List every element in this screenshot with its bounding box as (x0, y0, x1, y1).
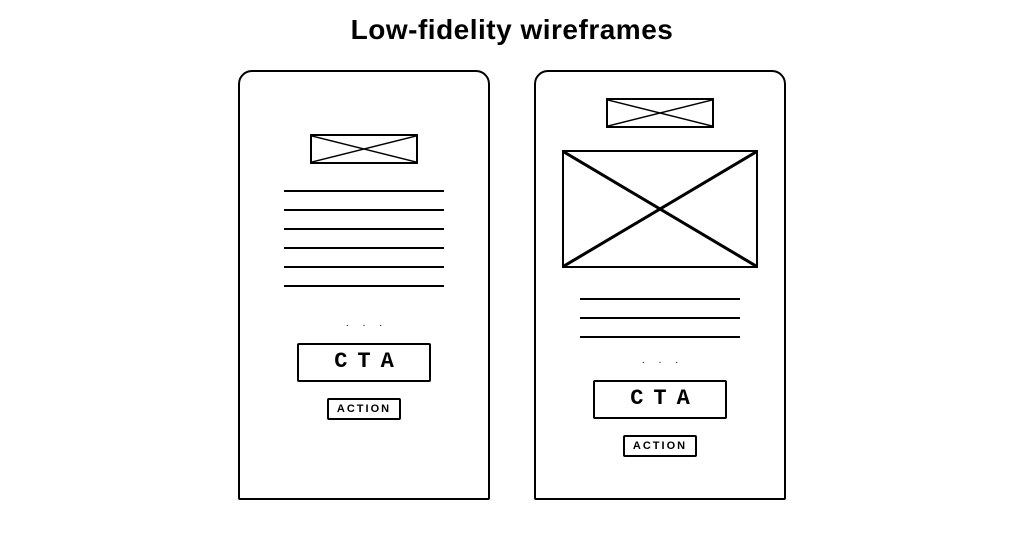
dot-icon: . (659, 356, 662, 366)
wireframe-frame-b: . . . CTA ACTION (534, 70, 786, 500)
text-lines-placeholder (580, 298, 740, 338)
hero-image-placeholder-icon (562, 150, 758, 268)
text-line (284, 228, 444, 230)
dot-icon: . (675, 356, 678, 366)
text-line (580, 298, 740, 300)
action-button[interactable]: ACTION (623, 435, 697, 457)
text-line (284, 285, 444, 287)
action-button[interactable]: ACTION (327, 398, 401, 420)
text-line (580, 336, 740, 338)
cta-button[interactable]: CTA (297, 343, 431, 382)
wireframe-frame-a: . . . CTA ACTION (238, 70, 490, 500)
dot-icon: . (346, 319, 349, 329)
dot-icon: . (363, 319, 366, 329)
ellipsis-dots: . . . (642, 356, 678, 366)
text-line (580, 317, 740, 319)
dot-icon: . (642, 356, 645, 366)
text-line (284, 190, 444, 192)
dot-icon: . (379, 319, 382, 329)
cta-button[interactable]: CTA (593, 380, 727, 419)
page-title: Low-fidelity wireframes (0, 0, 1024, 46)
wireframe-frames-row: . . . CTA ACTION . . (0, 70, 1024, 500)
logo-placeholder-icon (310, 134, 418, 164)
ellipsis-dots: . . . (346, 319, 382, 329)
text-line (284, 266, 444, 268)
logo-placeholder-icon (606, 98, 714, 128)
text-line (284, 209, 444, 211)
text-lines-placeholder (284, 190, 444, 287)
text-line (284, 247, 444, 249)
